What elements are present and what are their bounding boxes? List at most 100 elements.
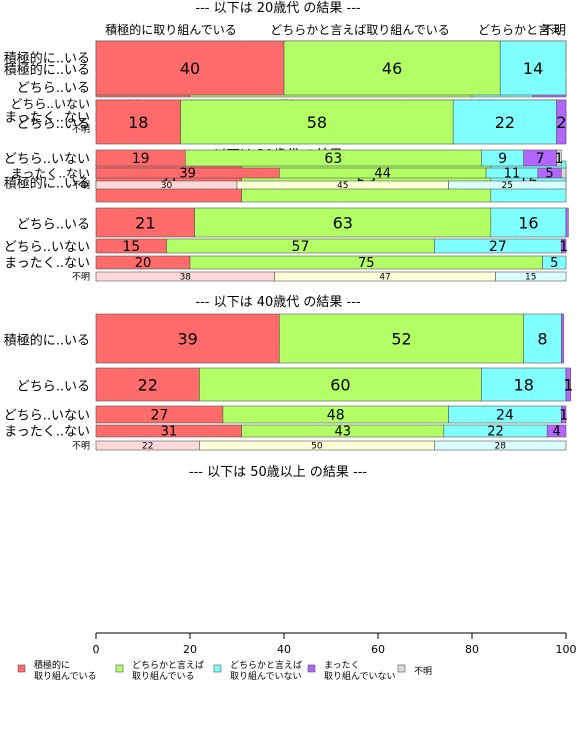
value-label: 22: [138, 375, 158, 394]
row-label: まったく..ない: [4, 256, 90, 271]
value-label: 7: [536, 151, 545, 167]
bar-row: まったく..ない 20 75 5: [4, 255, 567, 271]
bar-segment: [199, 367, 482, 402]
value-label: 25: [502, 181, 513, 191]
column-header: 不明: [542, 23, 566, 37]
value-label: 52: [391, 329, 411, 348]
column-header: どちらかと言えば取り組んでいる: [270, 23, 449, 37]
panel-title: --- 以下は 50歳以上 の結果 ---: [189, 465, 368, 480]
value-label: 27: [489, 239, 507, 255]
row-label: 積極的に..いる: [4, 175, 90, 191]
value-label: 75: [358, 256, 375, 271]
row-label: どちら..いる: [17, 81, 90, 96]
value-label: 38: [180, 273, 192, 283]
bar-row: 不明 30 45 25: [72, 180, 567, 191]
panel-4: --- 以下は 50歳以上 の結果 ---積極的に..いる 40 46 14どちら..…: [4, 40, 567, 480]
value-label: 50: [311, 442, 323, 452]
bar-row: 積極的に..いる 40 46 14: [4, 40, 567, 96]
bar-segment: [283, 40, 501, 96]
bar-segment: [95, 40, 285, 96]
row-label: 不明: [72, 180, 90, 191]
legend-swatch: [17, 664, 26, 673]
value-label: 1: [559, 239, 568, 255]
bar-row: どちら..いない 27 48 24 1: [4, 405, 568, 424]
value-label: 20: [135, 256, 152, 271]
chart-panels: --- 以下は 20歳代 の結果 ---積極的に..いる324819どちら..い…: [4, 1, 574, 480]
row-label: どちら..いない: [4, 409, 90, 424]
bar-segment: [546, 424, 567, 438]
bar-segment: [565, 207, 569, 238]
legend: 積極的に取り組んでいる どちらかと言えば取り組んでいる どちらかと言えば取り組んでい…: [17, 659, 432, 682]
value-label: 19: [132, 151, 150, 167]
value-label: 1: [563, 375, 573, 394]
value-label: 45: [337, 181, 348, 191]
x-tick-label: 40: [277, 643, 291, 656]
legend-item: どちらかと言えば取り組んでいる: [115, 659, 204, 682]
row-label: まったく..ない: [4, 425, 90, 440]
bar-segment: [194, 207, 492, 238]
value-label: 47: [379, 273, 390, 283]
value-label: 40: [180, 59, 200, 78]
value-label: 5: [550, 256, 558, 271]
value-label: 63: [333, 213, 353, 232]
legend-label: どちらかと言えば取り組んでいる: [132, 659, 204, 682]
row-label: どちら..いない: [4, 152, 90, 167]
value-label: 22: [495, 113, 515, 132]
row-label: 積極的に..いる: [4, 50, 90, 66]
legend-label: 積極的に取り組んでいる: [34, 659, 97, 682]
bar-segment: [560, 405, 567, 424]
bar-row: まったく..ない 39 44 11 5: [11, 166, 567, 181]
row-label: 積極的に..いる: [4, 62, 90, 78]
value-label: 22: [142, 442, 153, 452]
bar-row: まったく..ない 31 43 22 4: [4, 424, 567, 440]
value-label: 22: [487, 425, 504, 440]
bar-segment: [95, 313, 280, 364]
panel-title: --- 以下は 40歳代 の結果 ---: [195, 295, 361, 310]
bar-segment: [95, 367, 200, 402]
bar-row: 不明 38 47 15: [72, 272, 567, 283]
value-label: 15: [525, 273, 536, 283]
bar-segment: [565, 367, 571, 402]
row-label: まったく..ない: [11, 167, 90, 181]
bar-row: どちら..いる 22 60 18 1: [17, 367, 573, 402]
value-label: 14: [523, 59, 543, 78]
bar-row: どちら..いない 15 57 27 1: [4, 238, 568, 255]
value-label: 9: [498, 151, 507, 167]
row-label: 不明: [72, 272, 90, 283]
bar-segment: [95, 99, 181, 145]
value-label: 43: [334, 425, 351, 440]
legend-item: まったく取り組んでいない: [307, 660, 396, 682]
value-label: 21: [135, 213, 155, 232]
value-label: 63: [324, 151, 342, 167]
bar-segment: [490, 207, 567, 238]
bar-segment: [499, 40, 567, 96]
bar-segment: [95, 207, 195, 238]
legend-swatch: [213, 664, 222, 673]
value-label: 5: [545, 166, 553, 181]
row-label: 積極的に..いる: [4, 332, 90, 348]
column-header: 積極的に取り組んでいる: [105, 22, 236, 37]
value-label: 15: [122, 239, 140, 255]
legend-item: 不明: [397, 664, 432, 677]
value-label: 4: [552, 425, 560, 440]
legend-label: まったく取り組んでいない: [324, 660, 396, 682]
value-label: 57: [292, 239, 310, 255]
value-label: 27: [151, 408, 169, 424]
bar-row: どちら..いる 21 63 16: [17, 207, 569, 238]
x-tick-label: 100: [556, 643, 577, 656]
legend-label: どちらかと言えば取り組んでいない: [230, 659, 302, 682]
value-label: 30: [161, 181, 173, 191]
value-label: 28: [494, 442, 506, 452]
x-tick-label: 60: [371, 643, 385, 656]
legend-swatch: [397, 664, 406, 673]
value-label: 18: [514, 375, 534, 394]
bar-segment: [523, 313, 562, 364]
value-label: 58: [307, 113, 327, 132]
value-label: 16: [518, 213, 538, 232]
value-label: 31: [161, 425, 178, 440]
row-label: 不明: [72, 124, 90, 135]
bar-segment: [481, 367, 567, 402]
row-label: 不明: [72, 441, 90, 452]
value-label: 8: [537, 329, 547, 348]
